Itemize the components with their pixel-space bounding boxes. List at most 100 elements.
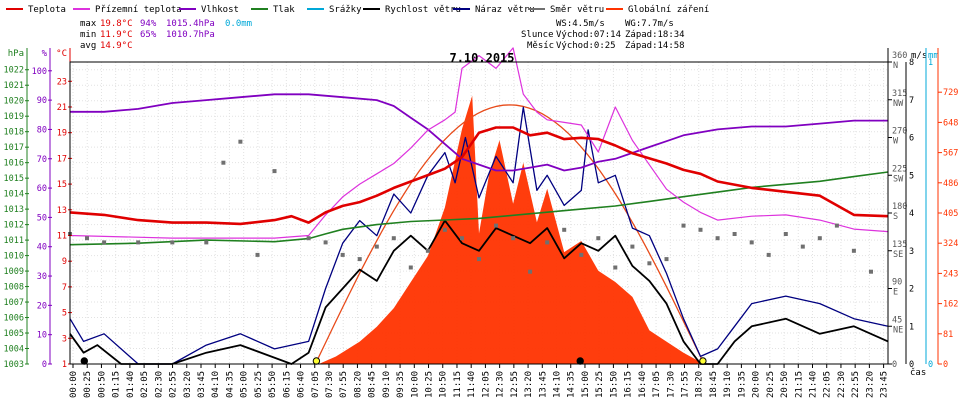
x-tick-label-9: 03:45 [197, 371, 207, 398]
stat-min-press: 1010.7hPa [166, 30, 215, 40]
x-tick-label-29: 12:05 [481, 371, 491, 398]
x-tick-label-33: 13:45 [538, 371, 548, 398]
y-tick-label-radiation-6: 486 [943, 179, 958, 189]
legend-label-7: Směr větru [550, 5, 604, 15]
y-tick-label-percent-3: 30 [37, 272, 47, 282]
y-tick-label-hpa-11: 1014 [4, 190, 24, 200]
stat-max-temp: 19.8°C [100, 19, 133, 29]
x-tick-label-24: 10:00 [410, 371, 420, 398]
x-tick-label-1: 00:25 [83, 371, 93, 398]
y-tick-label-radiation-7: 567 [943, 149, 958, 159]
y-tick-label-percent-9: 90 [37, 96, 47, 106]
x-tick-label-51: 21:15 [794, 371, 804, 398]
y-axis-unit-rain: mm [928, 51, 939, 61]
wind-dir-point-36 [749, 240, 754, 245]
y-tick-label-radiation-5: 405 [943, 209, 958, 219]
y-tick-label-wind-speed-8: 8 [909, 58, 914, 68]
wind-dir-point-14 [374, 244, 379, 249]
x-tick-label-18: 07:30 [325, 371, 335, 398]
y-tick-label-celsius-8: 17 [57, 154, 67, 164]
x-tick-label-5: 02:05 [140, 371, 150, 398]
x-tick-label-53: 22:05 [823, 371, 833, 398]
series-line-pressure [69, 171, 889, 246]
chart-title: 7.10.2015 [449, 51, 514, 65]
y-tick-label-wind-dir-5: 225 [892, 164, 907, 174]
sun-set: Západ:18:34 [625, 30, 685, 40]
y-axis-unit-wind: m/s [911, 51, 927, 61]
x-tick-label-27: 11:15 [453, 371, 463, 398]
x-tick-label-41: 17:05 [652, 371, 662, 398]
y-tick-label-celsius-1: 3 [62, 334, 67, 344]
y-tick-label-wind-speed-6: 6 [909, 134, 914, 144]
x-tick-label-12: 05:00 [240, 371, 250, 398]
moon-rise: Východ:0:25 [556, 41, 616, 51]
y-tick-label-rain-1: 1 [928, 58, 933, 68]
wind-dir-point-15 [391, 236, 396, 241]
y-tick-label-radiation-9: 729 [943, 88, 958, 98]
x-tick-label-19: 07:55 [339, 371, 349, 398]
wind-dir-point-30 [647, 261, 652, 266]
legend: Teplota Přízemní teplota Vlhkost Tlak Srážky… [6, 5, 709, 15]
wind-dir-point-8 [255, 252, 260, 257]
x-tick-label-15: 06:15 [282, 371, 292, 398]
wind-dir-point-19 [460, 236, 464, 241]
y-tick-label-wind-dir-compass-7: NW [893, 99, 904, 109]
stats-block: max 19.8°C 94% 1015.4hPa 0.0mm min 11.9°C 65% 10… [80, 19, 685, 51]
x-tick-label-14: 05:50 [268, 371, 278, 398]
stat-max-press: 1015.4hPa [166, 19, 215, 29]
wind-dir-point-42 [851, 248, 856, 253]
wind-dir-point-39 [800, 244, 805, 249]
y-tick-label-wind-speed-2: 2 [909, 285, 914, 295]
theoretical-radiation-curve [314, 104, 705, 365]
y-tick-label-hpa-7: 1010 [4, 252, 24, 262]
wind-dir-point-7 [238, 139, 243, 144]
y-axis-unit-percent: % [42, 49, 48, 59]
legend-label-3: Tlak [273, 5, 295, 15]
y-tick-label-hpa-10: 1013 [4, 205, 24, 215]
x-tick-label-45: 18:45 [709, 371, 719, 398]
wind-dir-point-23 [528, 269, 533, 274]
x-tick-label-49: 20:25 [766, 371, 776, 398]
x-axis-label: čas [910, 367, 926, 378]
legend-label-8: Globální záření [628, 5, 709, 15]
wind-dir-point-22 [511, 236, 516, 241]
wind-dir-point-40 [817, 236, 822, 241]
y-tick-label-radiation-3: 243 [943, 269, 958, 279]
x-tick-label-57: 23:45 [880, 371, 890, 398]
wind-dir-point-25 [562, 227, 567, 232]
y-tick-label-celsius-3: 7 [62, 283, 67, 293]
x-tick-label-50: 20:50 [780, 371, 790, 398]
x-tick-label-10: 04:10 [211, 371, 221, 398]
y-tick-label-percent-7: 70 [37, 155, 47, 165]
stat-min-label: min [80, 30, 96, 40]
x-tick-label-25: 10:25 [425, 371, 435, 398]
y-tick-label-hpa-1: 1004 [4, 345, 24, 355]
x-tick-label-32: 13:20 [524, 371, 534, 398]
wind-dir-point-33 [698, 227, 703, 232]
wind-dir-point-11 [323, 240, 328, 245]
y-tick-label-radiation-0: 0 [943, 360, 948, 370]
x-tick-label-26: 10:50 [439, 371, 449, 398]
wind-dir-point-35 [732, 232, 737, 236]
y-tick-label-hpa-2: 1005 [4, 329, 24, 339]
y-tick-label-celsius-6: 13 [57, 206, 67, 216]
y-tick-label-hpa-18: 1021 [4, 81, 24, 91]
legend-label-2: Vlhkost [201, 5, 239, 15]
wind-dir-point-31 [664, 257, 669, 262]
x-tick-label-46: 19:10 [723, 371, 733, 398]
wind-dir-point-28 [613, 265, 618, 270]
x-tick-label-13: 05:25 [254, 371, 264, 398]
x-tick-label-38: 15:50 [609, 371, 619, 398]
x-tick-label-43: 17:55 [681, 371, 691, 398]
stat-max-hum: 94% [140, 19, 157, 29]
y-tick-label-wind-dir-compass-3: SE [893, 250, 903, 260]
stat-min-hum: 65% [140, 30, 157, 40]
x-tick-label-36: 15:00 [581, 371, 591, 398]
y-tick-label-wind-speed-5: 5 [909, 171, 914, 181]
y-tick-label-percent-2: 20 [37, 301, 47, 311]
y-tick-label-wind-dir-6: 270 [892, 127, 907, 137]
y-tick-label-rain-0: 0 [928, 360, 933, 370]
y-tick-label-hpa-16: 1019 [4, 112, 24, 122]
x-tick-label-40: 16:40 [638, 371, 648, 398]
y-tick-label-celsius-7: 15 [57, 180, 67, 190]
